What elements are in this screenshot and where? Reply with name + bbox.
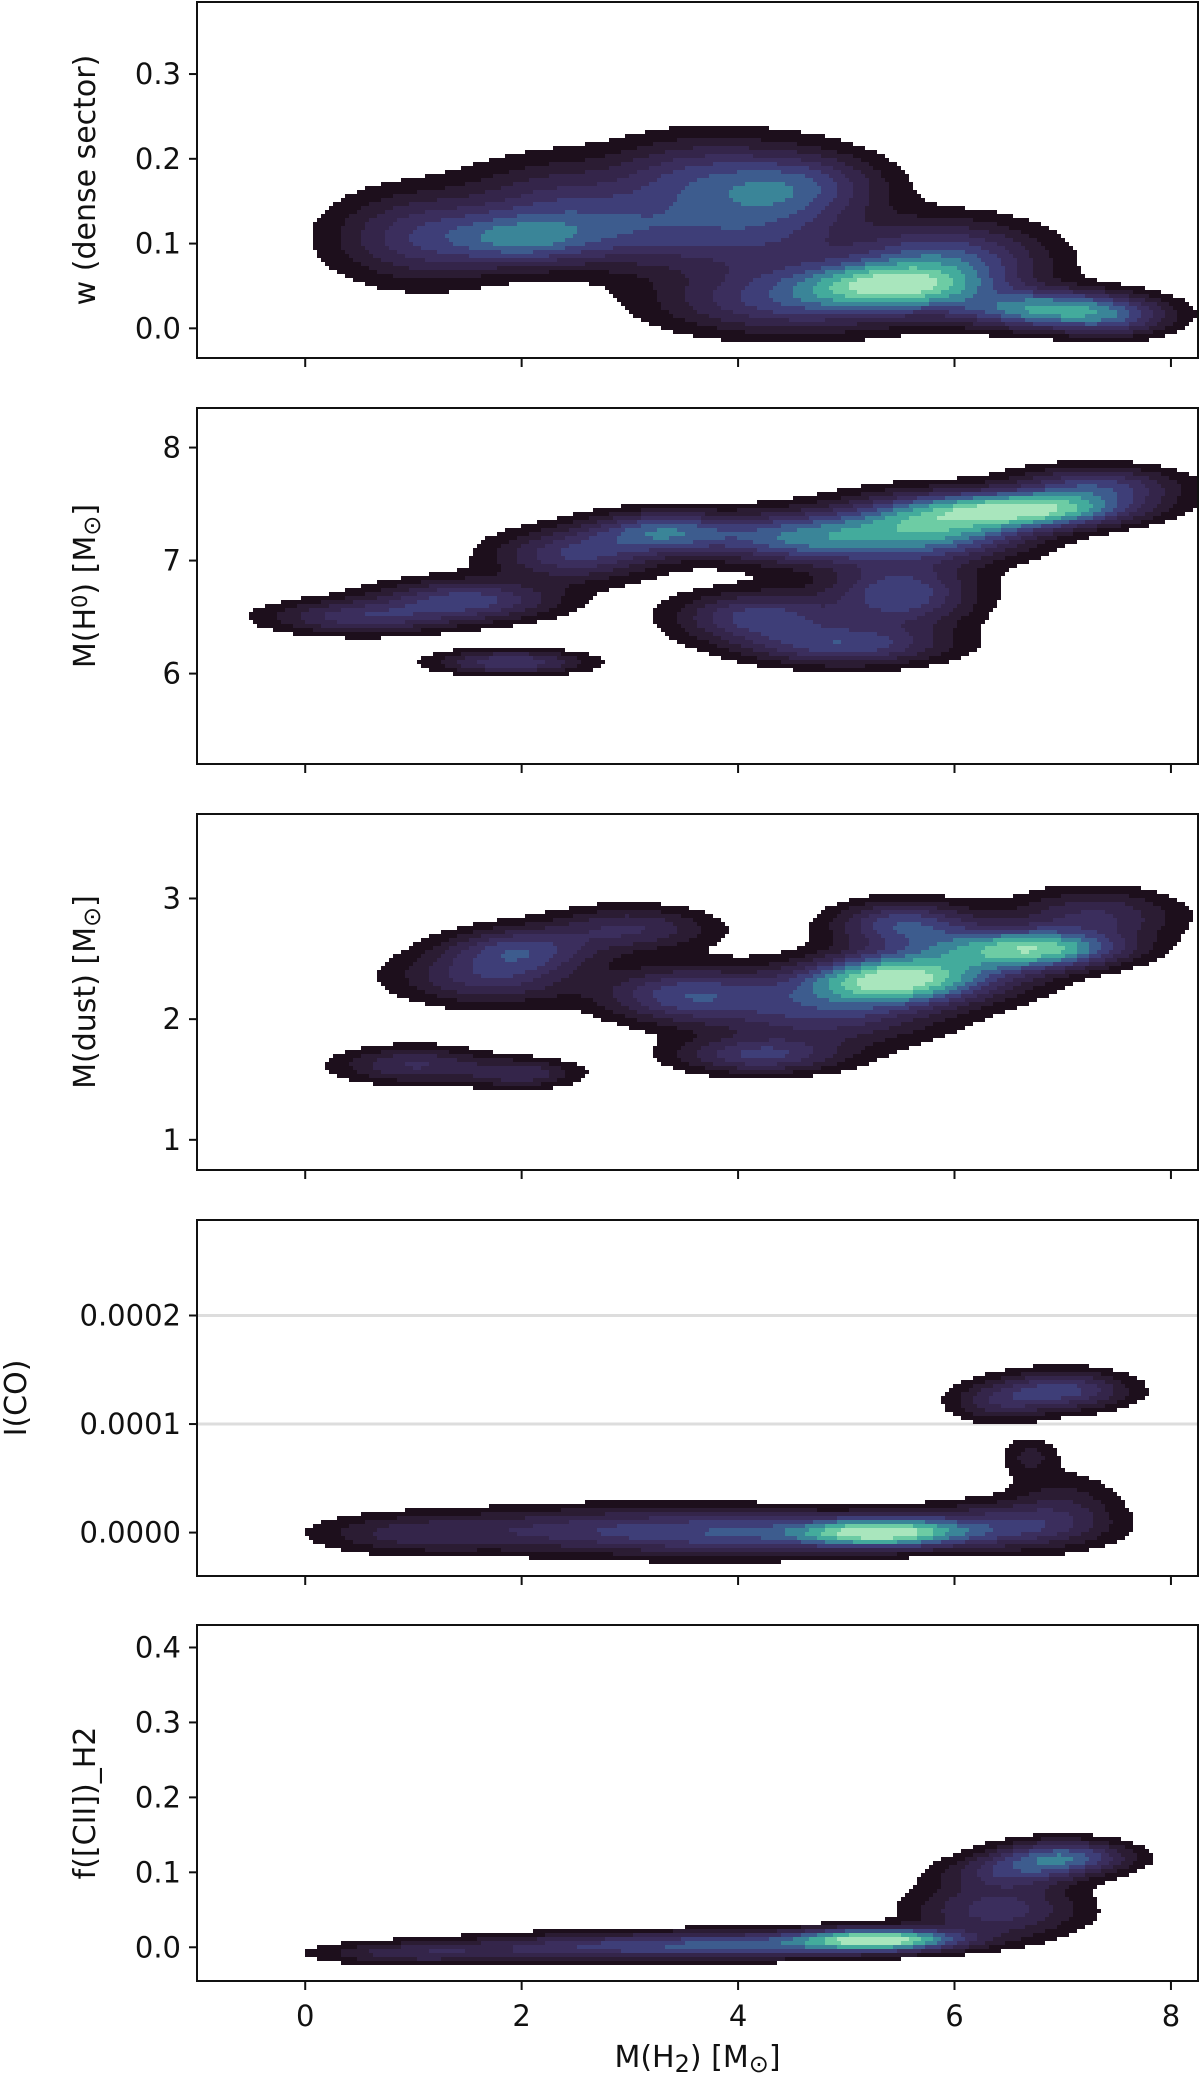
x-tick-label: 8	[1162, 1999, 1180, 2033]
y-axis-label: M(dust) [M⊙]	[68, 895, 106, 1089]
y-axis-label: f([CII])_H2	[68, 1727, 103, 1880]
axes-frame	[196, 1, 1199, 359]
density-level-1	[277, 468, 1181, 672]
x-tick-label: 2	[512, 1999, 530, 2033]
y-tick-label: 0.0001	[80, 1407, 181, 1441]
axes-frame	[196, 1219, 1199, 1577]
density-level-2	[373, 902, 1145, 1082]
density-level-4	[577, 1849, 1101, 1953]
density-level-3	[325, 476, 1149, 668]
plot-area	[197, 408, 1198, 764]
density-level-8	[841, 942, 1065, 994]
density-level-4	[409, 162, 1141, 326]
density-level-7	[829, 938, 1077, 998]
y-tick-label: 0.0	[135, 1930, 181, 1964]
density-level-9	[837, 1937, 909, 1945]
density-level-2	[361, 146, 1165, 334]
y-tick-label: 7	[163, 544, 181, 578]
y-tick-label: 0.2	[135, 1780, 181, 1814]
density-contours	[249, 460, 1198, 676]
density-level-7	[813, 262, 1097, 318]
y-axis-label: w (dense sector)	[68, 55, 103, 306]
density-level-8	[825, 1933, 921, 1945]
y-tick-label: 0.0002	[80, 1299, 181, 1333]
density-level-5	[665, 1849, 1089, 1949]
density-level-0	[305, 1833, 1153, 1965]
axes-frame	[196, 813, 1199, 1171]
density-contours	[313, 126, 1197, 342]
panel-3: 0.0000 0.0001 0.0002 I(CO)	[0, 1219, 1199, 1585]
y-tick-label: 0.3	[135, 1705, 181, 1739]
y-tick-label: 0.4	[135, 1630, 181, 1664]
density-level-3	[509, 1380, 1101, 1548]
density-level-9	[937, 504, 1057, 520]
panel-4: 0.0 0.1 0.2 0.3 0.4 0 2 4 6 8 f([CII])_H2 M(H2) [M⊙…	[68, 1624, 1199, 2078]
axes-frame	[196, 407, 1199, 765]
density-level-6	[813, 934, 1089, 1002]
x-tick-label: 4	[729, 1999, 747, 2033]
density-level-2	[373, 1376, 1113, 1552]
y-tick-label: 0.1	[135, 1855, 181, 1889]
density-level-5	[445, 170, 1129, 326]
density-level-9	[857, 946, 1037, 990]
panel-0: 0.0 0.1 0.2 0.3 w (dense sector)	[68, 1, 1199, 367]
y-tick-label: 0.3	[135, 57, 181, 91]
density-level-9	[849, 274, 937, 294]
y-tick-label: 8	[163, 431, 181, 465]
density-level-6	[481, 182, 1117, 322]
density-contours	[325, 886, 1193, 1090]
y-axis-label: M(H0) [M⊙]	[68, 504, 106, 668]
density-level-4	[597, 1384, 1081, 1548]
density-level-0	[249, 460, 1198, 676]
y-tick-label: 0.1	[135, 227, 181, 261]
panel-2: 1 2 3 M(dust) [M⊙]	[68, 813, 1199, 1179]
density-contours	[305, 1364, 1149, 1564]
x-axis-label: M(H2) [M⊙]	[614, 2040, 780, 2078]
y-tick-label: 0.0	[135, 311, 181, 345]
density-level-7	[829, 496, 1093, 540]
y-tick-label: 0.2	[135, 142, 181, 176]
panel-1: 6 7 8 M(H0) [M⊙]	[68, 407, 1199, 773]
y-axis-label: I(CO)	[0, 1360, 34, 1437]
density-level-9	[837, 1528, 917, 1540]
density-level-1	[341, 1372, 1129, 1556]
y-tick-label: 0.0000	[80, 1516, 181, 1550]
density-level-6	[781, 1853, 1073, 1949]
density-level-5	[501, 922, 1101, 1010]
y-tick-label: 1	[163, 1123, 181, 1157]
x-tick-label: 6	[945, 1999, 963, 2033]
density-level-4	[365, 480, 1133, 652]
y-tick-label: 2	[163, 1002, 181, 1036]
y-tick-label: 6	[163, 657, 181, 691]
density-level-5	[705, 1520, 993, 1544]
density-level-8	[897, 500, 1077, 532]
density-level-4	[473, 914, 1113, 1058]
y-tick-label: 3	[163, 881, 181, 915]
axes-frame	[196, 1624, 1199, 1982]
density-contours	[305, 1833, 1153, 1965]
x-tick-label: 0	[296, 1999, 314, 2033]
